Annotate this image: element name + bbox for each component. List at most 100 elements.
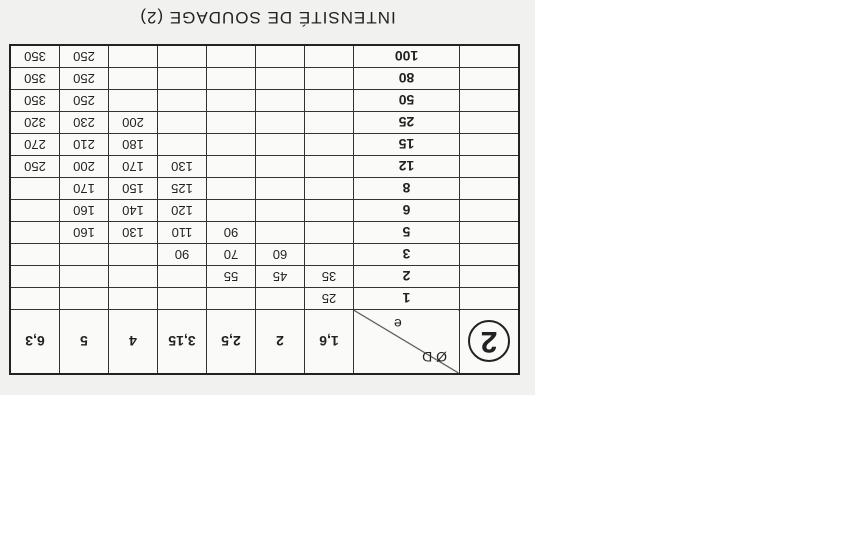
table-row: 100 250 350 xyxy=(10,45,519,68)
thickness-label: e xyxy=(394,316,402,332)
row-spacer xyxy=(459,155,519,178)
row-spacer xyxy=(459,265,519,288)
intensity-cell xyxy=(255,177,305,200)
intensity-cell xyxy=(255,155,305,178)
row-spacer xyxy=(459,45,519,68)
intensity-cell xyxy=(10,199,60,222)
table-row: 50 250 350 xyxy=(10,89,519,112)
intensity-cell xyxy=(255,287,305,310)
intensity-cell: 250 xyxy=(10,155,60,178)
intensity-cell xyxy=(108,243,158,266)
column-header: 2,5 xyxy=(206,309,256,374)
intensity-cell xyxy=(304,111,354,134)
welding-intensity-table: 2 Ø D e 1,6 2 2,5 3,15 4 5 6,3 1 25 2 35 45 55 3 60 70… xyxy=(9,44,520,375)
table-row: 3 60 70 90 xyxy=(10,243,519,266)
intensity-cell xyxy=(304,199,354,222)
intensity-cell xyxy=(157,287,207,310)
intensity-cell: 350 xyxy=(10,45,60,68)
row-thickness: 100 xyxy=(353,45,460,68)
intensity-cell xyxy=(10,287,60,310)
table-badge: 2 xyxy=(459,309,519,374)
row-spacer xyxy=(459,243,519,266)
table-row: 12 130 170 200 250 xyxy=(10,155,519,178)
intensity-cell: 150 xyxy=(108,177,158,200)
intensity-cell xyxy=(206,287,256,310)
table-row: 8 125 150 170 xyxy=(10,177,519,200)
row-thickness: 25 xyxy=(353,111,460,134)
intensity-cell xyxy=(255,111,305,134)
intensity-cell: 200 xyxy=(59,155,109,178)
intensity-cell xyxy=(10,221,60,244)
column-header: 5 xyxy=(59,309,109,374)
intensity-cell xyxy=(10,243,60,266)
table-row: 2 35 45 55 xyxy=(10,265,519,288)
intensity-cell xyxy=(304,89,354,112)
intensity-cell xyxy=(304,155,354,178)
intensity-cell: 270 xyxy=(10,133,60,156)
intensity-cell: 160 xyxy=(59,199,109,222)
intensity-cell: 45 xyxy=(255,265,305,288)
intensity-cell xyxy=(206,89,256,112)
intensity-cell: 25 xyxy=(304,287,354,310)
column-header: 4 xyxy=(108,309,158,374)
row-spacer xyxy=(459,221,519,244)
row-thickness: 8 xyxy=(353,177,460,200)
intensity-cell xyxy=(206,199,256,222)
header-row: 2 Ø D e 1,6 2 2,5 3,15 4 5 6,3 xyxy=(10,309,519,374)
intensity-cell xyxy=(108,89,158,112)
intensity-cell: 350 xyxy=(10,67,60,90)
table-row: 80 250 350 xyxy=(10,67,519,90)
row-thickness: 2 xyxy=(353,265,460,288)
intensity-cell xyxy=(206,45,256,68)
intensity-cell xyxy=(304,133,354,156)
intensity-cell: 230 xyxy=(59,111,109,134)
intensity-cell: 110 xyxy=(157,221,207,244)
intensity-cell: 130 xyxy=(157,155,207,178)
column-header: 1,6 xyxy=(304,309,354,374)
row-spacer xyxy=(459,287,519,310)
row-thickness: 50 xyxy=(353,89,460,112)
intensity-cell: 140 xyxy=(108,199,158,222)
axis-corner-cell: Ø D e xyxy=(353,309,460,374)
intensity-cell xyxy=(206,177,256,200)
row-spacer xyxy=(459,133,519,156)
row-thickness: 80 xyxy=(353,67,460,90)
intensity-cell xyxy=(59,243,109,266)
intensity-cell xyxy=(108,67,158,90)
intensity-cell xyxy=(10,177,60,200)
intensity-cell xyxy=(304,177,354,200)
row-spacer xyxy=(459,89,519,112)
intensity-cell xyxy=(304,67,354,90)
column-header: 3,15 xyxy=(157,309,207,374)
intensity-cell: 250 xyxy=(59,67,109,90)
table-row: 5 90 110 130 160 xyxy=(10,221,519,244)
table-row: 25 200 230 320 xyxy=(10,111,519,134)
intensity-cell: 55 xyxy=(206,265,256,288)
intensity-cell xyxy=(157,265,207,288)
intensity-cell: 70 xyxy=(206,243,256,266)
intensity-cell: 200 xyxy=(108,111,158,134)
intensity-cell xyxy=(206,111,256,134)
intensity-cell xyxy=(206,155,256,178)
intensity-cell: 320 xyxy=(10,111,60,134)
page-title: INTENSITÉ DE SOUDAGE (2) xyxy=(139,8,396,27)
intensity-cell xyxy=(304,45,354,68)
scanned-page: 2 Ø D e 1,6 2 2,5 3,15 4 5 6,3 1 25 2 35 45 55 3 60 70… xyxy=(0,0,535,395)
intensity-cell: 130 xyxy=(108,221,158,244)
intensity-cell xyxy=(157,133,207,156)
row-thickness: 1 xyxy=(353,287,460,310)
intensity-cell: 180 xyxy=(108,133,158,156)
intensity-cell: 160 xyxy=(59,221,109,244)
intensity-cell: 210 xyxy=(59,133,109,156)
column-header: 2 xyxy=(255,309,305,374)
row-thickness: 5 xyxy=(353,221,460,244)
intensity-cell: 125 xyxy=(157,177,207,200)
intensity-cell: 90 xyxy=(157,243,207,266)
column-header: 6,3 xyxy=(10,309,60,374)
intensity-cell xyxy=(157,89,207,112)
intensity-cell xyxy=(255,67,305,90)
diameter-label: Ø D xyxy=(422,349,447,365)
row-thickness: 3 xyxy=(353,243,460,266)
intensity-cell xyxy=(59,265,109,288)
row-spacer xyxy=(459,177,519,200)
